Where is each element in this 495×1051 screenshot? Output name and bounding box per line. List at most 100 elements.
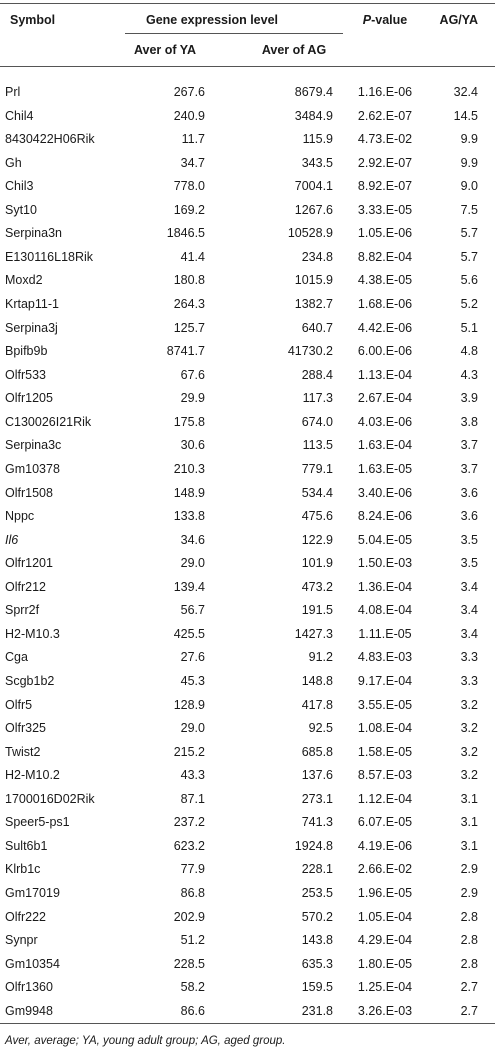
cell-symbol: H2-M10.3 [5,626,60,641]
cell-p-value: 1.68.E-06 [357,297,413,312]
cell-aver-ya: 125.7 [173,320,205,335]
cell-p-value: 1.13.E-04 [357,367,413,382]
cell-p-value: 4.83.E-03 [357,650,413,665]
cell-aver-ag: 1924.8 [294,838,333,853]
cell-ratio: 3.8 [460,414,478,429]
cell-ratio: 2.9 [460,886,478,901]
cell-symbol: Bpifb9b [5,344,48,359]
header-rule [0,66,495,67]
cell-p-value: 2.67.E-04 [357,391,413,406]
cell-p-value: 6.00.E-06 [357,344,413,359]
cell-aver-ya: 180.8 [173,273,205,288]
cell-ratio: 4.8 [460,344,478,359]
cell-aver-ag: 148.8 [301,674,333,688]
cell-p-value: 2.66.E-02 [357,862,413,877]
cell-ratio: 32.4 [453,85,478,99]
cell-aver-ya: 237.2 [173,815,205,830]
cell-ratio: 5.6 [460,273,478,288]
cell-symbol: Olfr1508 [5,485,53,500]
cell-aver-ya: 58.2 [180,980,205,995]
cell-symbol: Olfr325 [5,721,46,736]
cell-ratio: 3.6 [460,509,478,524]
cell-symbol: Chil3 [5,179,34,194]
cell-aver-ag: 685.8 [301,744,333,759]
cell-aver-ya: 34.6 [180,532,205,547]
cell-aver-ya: 27.6 [180,650,205,665]
cell-symbol: Prl [5,85,21,99]
cell-ratio: 3.4 [460,579,478,594]
cell-p-value: 1.36.E-04 [357,579,413,594]
cell-p-value: 1.05.E-06 [357,226,413,241]
cell-aver-ag: 674.0 [301,414,333,429]
cell-p-value: 4.42.E-06 [357,320,413,335]
cell-p-value: 4.38.E-05 [357,273,413,288]
cell-p-value: 4.03.E-06 [357,414,413,429]
cell-symbol: Olfr1205 [5,391,53,406]
cell-aver-ya: 210.3 [173,461,205,476]
cell-ratio: 3.1 [460,838,478,853]
cell-aver-ag: 101.9 [301,556,333,571]
cell-symbol: Krtap11-1 [5,297,59,312]
cell-ratio: 3.9 [460,391,478,406]
cell-ratio: 3.7 [460,461,478,476]
cell-aver-ag: 228.1 [301,862,333,877]
cell-aver-ya: 51.2 [180,933,205,948]
cell-aver-ag: 1427.3 [294,626,333,641]
cell-aver-ag: 640.7 [301,320,333,335]
cell-aver-ag: 475.6 [301,509,333,524]
cell-ratio: 2.7 [460,980,478,995]
header-ag: Aver of AG [261,43,327,57]
cell-aver-ag: 191.5 [301,603,333,618]
cell-ratio: 2.9 [460,862,478,877]
cell-symbol: Synpr [5,933,38,948]
cell-p-value: 1.63.E-04 [357,438,413,453]
cell-aver-ag: 115.9 [302,132,333,147]
cell-symbol: Gm9948 [5,1003,53,1018]
header-p-value: P-value [363,12,407,28]
cell-aver-ya: 202.9 [173,909,205,924]
cell-aver-ya: 43.3 [180,768,205,783]
cell-p-value: 1.50.E-03 [357,556,413,571]
cell-aver-ag: 91.2 [308,650,333,665]
cell-p-value: 3.40.E-06 [357,485,413,500]
cell-ratio: 5.7 [460,226,478,241]
cell-aver-ya: 128.9 [173,697,205,712]
cell-aver-ag: 473.2 [301,579,333,594]
cell-symbol: Gm17019 [5,886,60,901]
cell-ratio: 3.3 [460,650,478,665]
cell-ratio: 4.3 [460,367,478,382]
cell-symbol: 1700016D02Rik [5,791,95,806]
cell-symbol: Olfr212 [5,579,46,594]
cell-ratio: 3.4 [460,626,478,641]
cell-aver-ag: 741.3 [301,815,333,830]
cell-symbol: Olfr222 [5,909,46,924]
cell-ratio: 9.0 [460,179,478,194]
cell-ratio: 3.2 [460,697,478,712]
header-p-italic: P [362,13,372,27]
cell-aver-ya: 67.6 [180,367,205,382]
cell-aver-ya: 41.4 [180,249,205,264]
cell-p-value: 1.05.E-04 [357,909,413,924]
cell-aver-ya: 29.9 [180,391,205,406]
cell-aver-ya: 778.0 [173,179,205,194]
cell-aver-ag: 41730.2 [287,344,333,359]
cell-aver-ya: 29.0 [180,556,205,571]
cell-ratio: 3.4 [460,603,478,618]
cell-symbol: Chil4 [5,108,34,123]
cell-p-value: 4.08.E-04 [357,603,413,618]
header-symbol: Symbol [10,13,56,27]
cell-ratio: 9.9 [460,155,478,170]
cell-aver-ag: 417.8 [301,697,333,712]
cell-p-value: 1.11.E-05 [358,626,412,641]
cell-aver-ag: 253.5 [301,886,333,901]
cell-p-value: 1.16.E-06 [357,85,413,99]
cell-aver-ag: 122.9 [301,532,333,547]
cell-aver-ag: 635.3 [301,956,333,971]
cell-aver-ag: 534.4 [301,485,333,500]
cell-ratio: 5.2 [460,297,478,312]
cell-symbol: 8430422H06Rik [5,132,95,147]
cell-ratio: 3.6 [460,485,478,500]
group-rule [125,33,343,34]
cell-aver-ag: 234.8 [301,249,333,264]
cell-ratio: 3.5 [460,556,478,571]
